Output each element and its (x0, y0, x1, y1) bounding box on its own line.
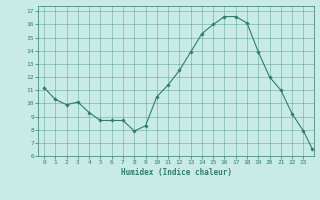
X-axis label: Humidex (Indice chaleur): Humidex (Indice chaleur) (121, 168, 231, 177)
